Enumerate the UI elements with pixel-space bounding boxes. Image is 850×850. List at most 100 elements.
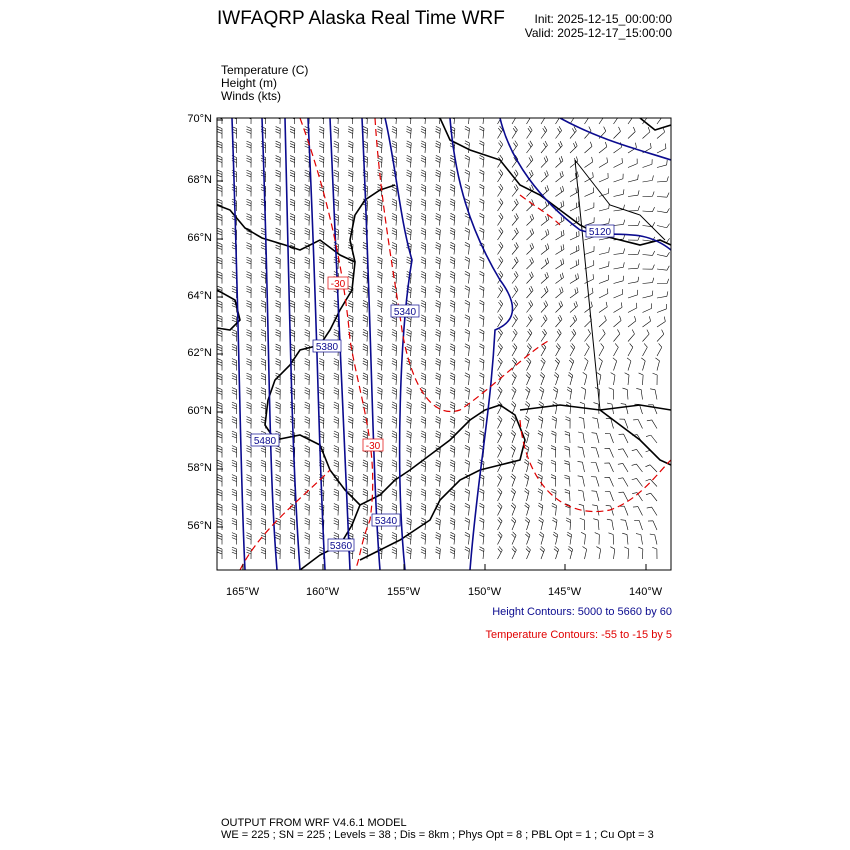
wind-barb: [304, 343, 310, 357]
wind-barb: [569, 287, 579, 299]
wind-barb: [246, 155, 252, 168]
wind-barb: [511, 328, 518, 342]
wind-barb: [511, 343, 518, 357]
wind-barb: [333, 459, 339, 473]
wind-barb: [510, 444, 516, 458]
wind-barb: [577, 489, 585, 502]
wind-barb: [464, 517, 470, 531]
wind-barb: [552, 517, 558, 531]
wind-barb: [333, 169, 339, 183]
wind-barb: [610, 546, 616, 560]
wind-barb: [584, 156, 594, 168]
wind-barb: [479, 329, 485, 342]
wind-barb: [275, 213, 281, 226]
wind-barb: [233, 118, 237, 125]
wind-barb: [218, 118, 223, 125]
wind-barb: [656, 159, 668, 168]
wind-barb: [391, 474, 397, 487]
wind-barb: [591, 490, 600, 502]
wind-barb: [497, 212, 504, 226]
wind-barb: [275, 430, 281, 444]
wind-barb: [333, 155, 339, 168]
wind-barb: [320, 118, 325, 125]
wind-barb: [642, 316, 651, 328]
wind-barb: [464, 488, 470, 502]
wind-barb: [231, 416, 237, 429]
wind-barb: [319, 256, 325, 270]
wind-barb: [479, 184, 485, 197]
wind-barb: [217, 227, 223, 241]
wind-barb: [638, 546, 644, 560]
wind-barb: [348, 169, 354, 183]
wind-barb: [348, 401, 354, 415]
wind-barb: [333, 184, 339, 197]
wind-barb: [497, 357, 503, 371]
wind-barb: [377, 126, 383, 139]
wind-barb: [627, 329, 635, 342]
wind-barb: [479, 169, 485, 183]
wind-barb: [319, 314, 325, 328]
wind-barb: [579, 401, 585, 415]
wind-barb: [289, 546, 296, 560]
wind-barb: [526, 328, 533, 342]
wind-barb: [319, 430, 325, 444]
wind-barb: [605, 418, 614, 429]
wind-barb: [289, 387, 296, 400]
wind-barb: [333, 517, 339, 531]
wind-barb: [377, 546, 383, 560]
wind-barb: [391, 546, 397, 560]
wind-barb: [391, 242, 397, 255]
height-label: 5120: [585, 224, 615, 238]
wind-barb: [552, 531, 559, 545]
wind-barb: [362, 126, 368, 139]
wind-barb: [304, 242, 310, 255]
wind-barb: [551, 430, 557, 444]
wind-barb: [511, 357, 517, 371]
field-winds: Winds (kts): [221, 89, 281, 103]
lon-tick-label: 140°W: [629, 586, 663, 598]
wind-barb: [540, 126, 548, 139]
wind-barb: [420, 155, 427, 168]
wind-barb: [642, 127, 651, 139]
wind-barb: [598, 218, 610, 226]
wind-barb: [497, 343, 503, 357]
wind-barb: [642, 277, 655, 284]
wind-barb: [449, 459, 456, 473]
height-label: 5340: [390, 304, 420, 318]
wind-barb: [406, 343, 412, 357]
wind-barb: [348, 445, 354, 458]
wind-barb: [231, 314, 237, 328]
wind-barb: [377, 372, 383, 386]
wind-barb: [246, 256, 252, 270]
wind-barb: [377, 387, 383, 400]
wind-barb: [655, 357, 660, 371]
wind-barb: [526, 300, 534, 313]
wind-barb: [539, 546, 545, 560]
wind-barb: [319, 517, 325, 531]
wind-barb: [537, 473, 543, 487]
wind-barb: [377, 358, 383, 371]
wind-barb: [231, 546, 237, 560]
wind-barb: [511, 242, 519, 255]
wind-barb: [656, 252, 670, 257]
wind-barb: [304, 358, 310, 371]
wind-barb: [618, 477, 629, 487]
wind-barb: [348, 416, 354, 429]
wind-barb: [627, 126, 636, 139]
wind-barb: [319, 242, 325, 255]
wind-barb: [362, 358, 368, 371]
wind-barb: [526, 357, 532, 371]
wind-barb: [420, 285, 427, 299]
wind-barb: [348, 430, 354, 444]
wind-barb: [304, 503, 310, 516]
svg-text:5380: 5380: [316, 342, 339, 353]
lon-tick-label: 145°W: [548, 586, 582, 598]
wind-barb: [377, 198, 383, 212]
wind-barb: [420, 358, 427, 371]
wind-barb: [289, 329, 296, 342]
wind-barb: [275, 140, 281, 154]
wind-barb: [569, 230, 580, 241]
wind-barb: [377, 285, 383, 299]
wind-barb: [540, 300, 548, 313]
wind-barb: [231, 488, 237, 502]
